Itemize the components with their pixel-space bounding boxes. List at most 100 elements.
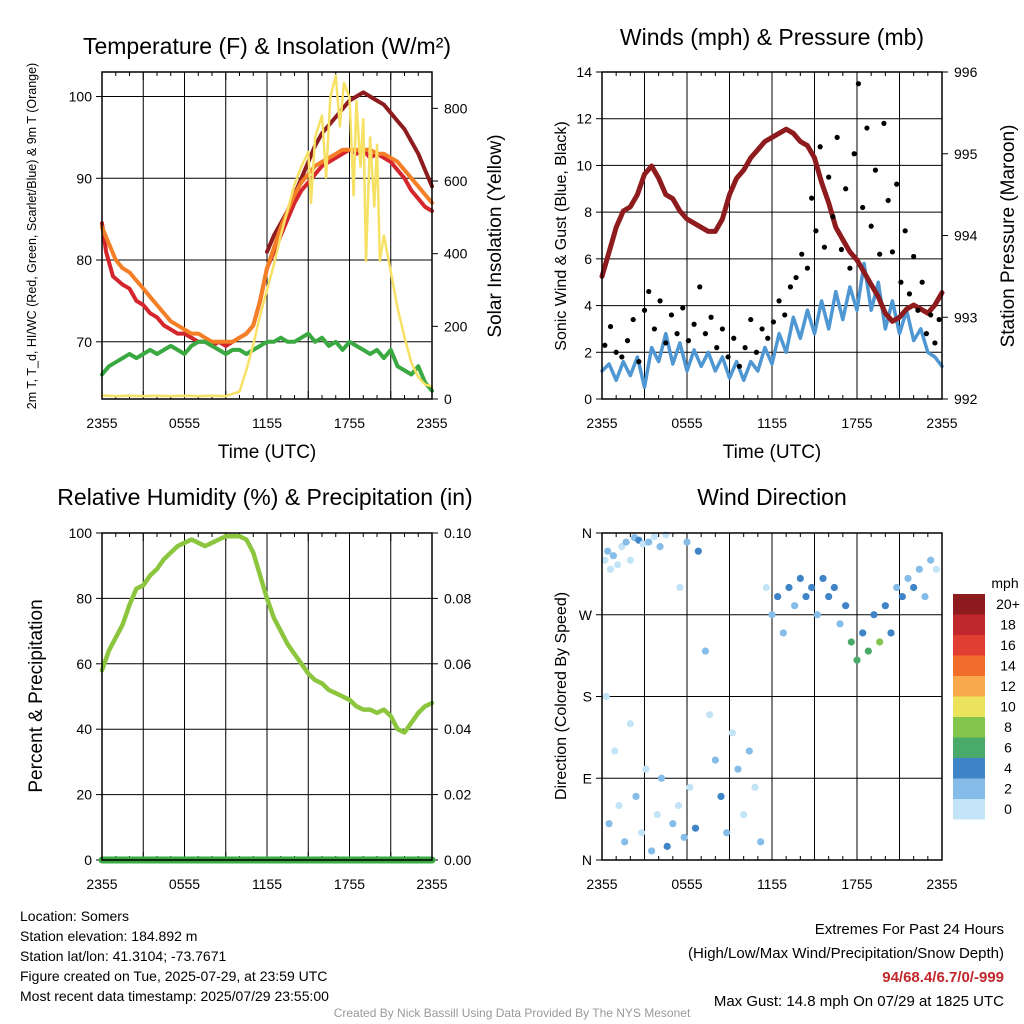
gust-point [787,284,794,290]
wind-series-1 [599,126,945,324]
legend-title: mph [991,575,1018,591]
gust-point [753,349,760,355]
wind-direction-point [656,543,664,551]
wind-direction-point [785,583,793,592]
wind-direction-point [717,792,725,801]
legend-label: 10 [1000,699,1016,715]
max-gust: Max Gust: 14.8 mph On 07/29 at 1825 UTC [713,993,1004,1010]
wind-direction-point [847,638,855,646]
wind-direction-point [774,592,782,601]
plot-frame [601,71,943,400]
x-tick-label: 0555 [169,876,200,892]
gust-point [697,284,703,290]
gust-point [708,314,714,320]
mesonet-figure: 2355 0555 1155 1755 235570809010002004006008… [25,24,1020,892]
gust-point [646,288,652,295]
legend-swatch [953,655,985,676]
y-tick-label: 12 [576,111,592,127]
figure-created: Figure created on Tue, 2025-07-29, at 23… [20,968,328,984]
legend-label: 2 [1004,781,1012,797]
gust-point [765,335,771,341]
legend-label: 6 [1004,740,1012,756]
gust-point [809,195,815,201]
wind-direction-point [653,810,661,819]
legend-swatch [953,614,985,635]
x-axis-label: Time (UTC) [218,442,317,463]
wind-direction-point [898,592,906,601]
gust-point [821,244,828,250]
wind-direction-point [808,583,816,592]
wind-direction-point [686,783,694,791]
wind-direction-point [650,533,659,541]
data-timestamp: Most recent data timestamp: 2025/07/29 2… [20,988,329,1004]
legend-swatch [953,635,985,656]
gust-point [843,186,849,192]
wind-direction-point [915,565,923,573]
gust-point [702,331,709,337]
wind-direction-point [734,765,742,773]
wind-direction-point [768,611,776,619]
gust-point [657,298,663,304]
wind-direction-point [853,656,861,664]
credit-line: Created By Nick Bassill Using Data Provi… [333,1006,691,1020]
wind-direction-point [657,774,666,782]
legend-swatch [953,676,985,697]
wind-direction-point [864,647,872,655]
gust-point [641,307,648,313]
wind-direction-point [676,583,684,592]
y-tick-label: 0 [84,852,92,868]
y-tick-label: 100 [69,89,93,105]
wind-direction-point [701,647,710,655]
wind-direction-point [615,801,623,810]
gust-point [776,298,782,304]
wind-direction-point [609,552,617,560]
chart-title: Temperature (F) & Insolation (W/m²) [83,33,451,59]
y-tick-label: N [582,852,592,868]
wind-direction-point [876,638,884,646]
legend-label: 8 [1004,719,1012,735]
legend-swatch [953,696,985,717]
x-tick-label: 0555 [671,415,702,431]
y-tick-label: 20 [76,787,92,803]
x-tick-label: 0555 [169,415,200,431]
wind-direction-point [621,838,629,846]
wind-direction-point [802,592,810,601]
chart-title: Relative Humidity (%) & Precipitation (i… [57,484,472,510]
wind-direction-point [728,729,736,737]
wind-direction-point [711,756,719,764]
y-tick-label: 40 [76,721,92,737]
gust-point [877,251,883,257]
wind-direction-point [645,538,653,546]
y-tick-label: 70 [76,334,92,350]
y-tick-label: 80 [76,590,92,606]
wind-direction-point [825,592,833,601]
plot-frame [601,532,943,861]
extremes-title: Extremes For Past 24 Hours [814,921,1004,938]
wind-direction-point [859,629,867,637]
legend-swatch [953,778,985,799]
wind-direction-point [683,538,691,546]
gust-point [889,249,896,255]
gust-point [691,321,697,327]
y-tick-label-right: 996 [954,64,978,80]
y-tick-label-right: 0.00 [444,852,471,868]
wind-direction-point [626,556,634,564]
gust-point [906,291,913,297]
wind-direction-point [757,838,765,846]
gust-point [680,305,686,311]
x-axis-label: Time (UTC) [723,442,822,463]
wind-series-0 [600,261,944,390]
wind-direction-point [887,629,895,637]
y-tick-label: 90 [76,170,92,186]
y-axis-label: Sonic Wind & Gust (Blue, Black) [553,121,570,350]
y-tick-label: 8 [584,204,592,220]
y-tick-label: S [583,689,592,705]
wind-direction-point [842,602,850,610]
y-tick-label-right: 0.08 [444,590,471,606]
y-tick-label: 2 [584,344,592,360]
wind-direction-point [751,783,759,791]
y-tick-label-right: 200 [444,318,468,334]
y-tick-label: 4 [584,298,592,314]
gust-point [719,326,726,332]
wind-direction-point [632,792,640,801]
